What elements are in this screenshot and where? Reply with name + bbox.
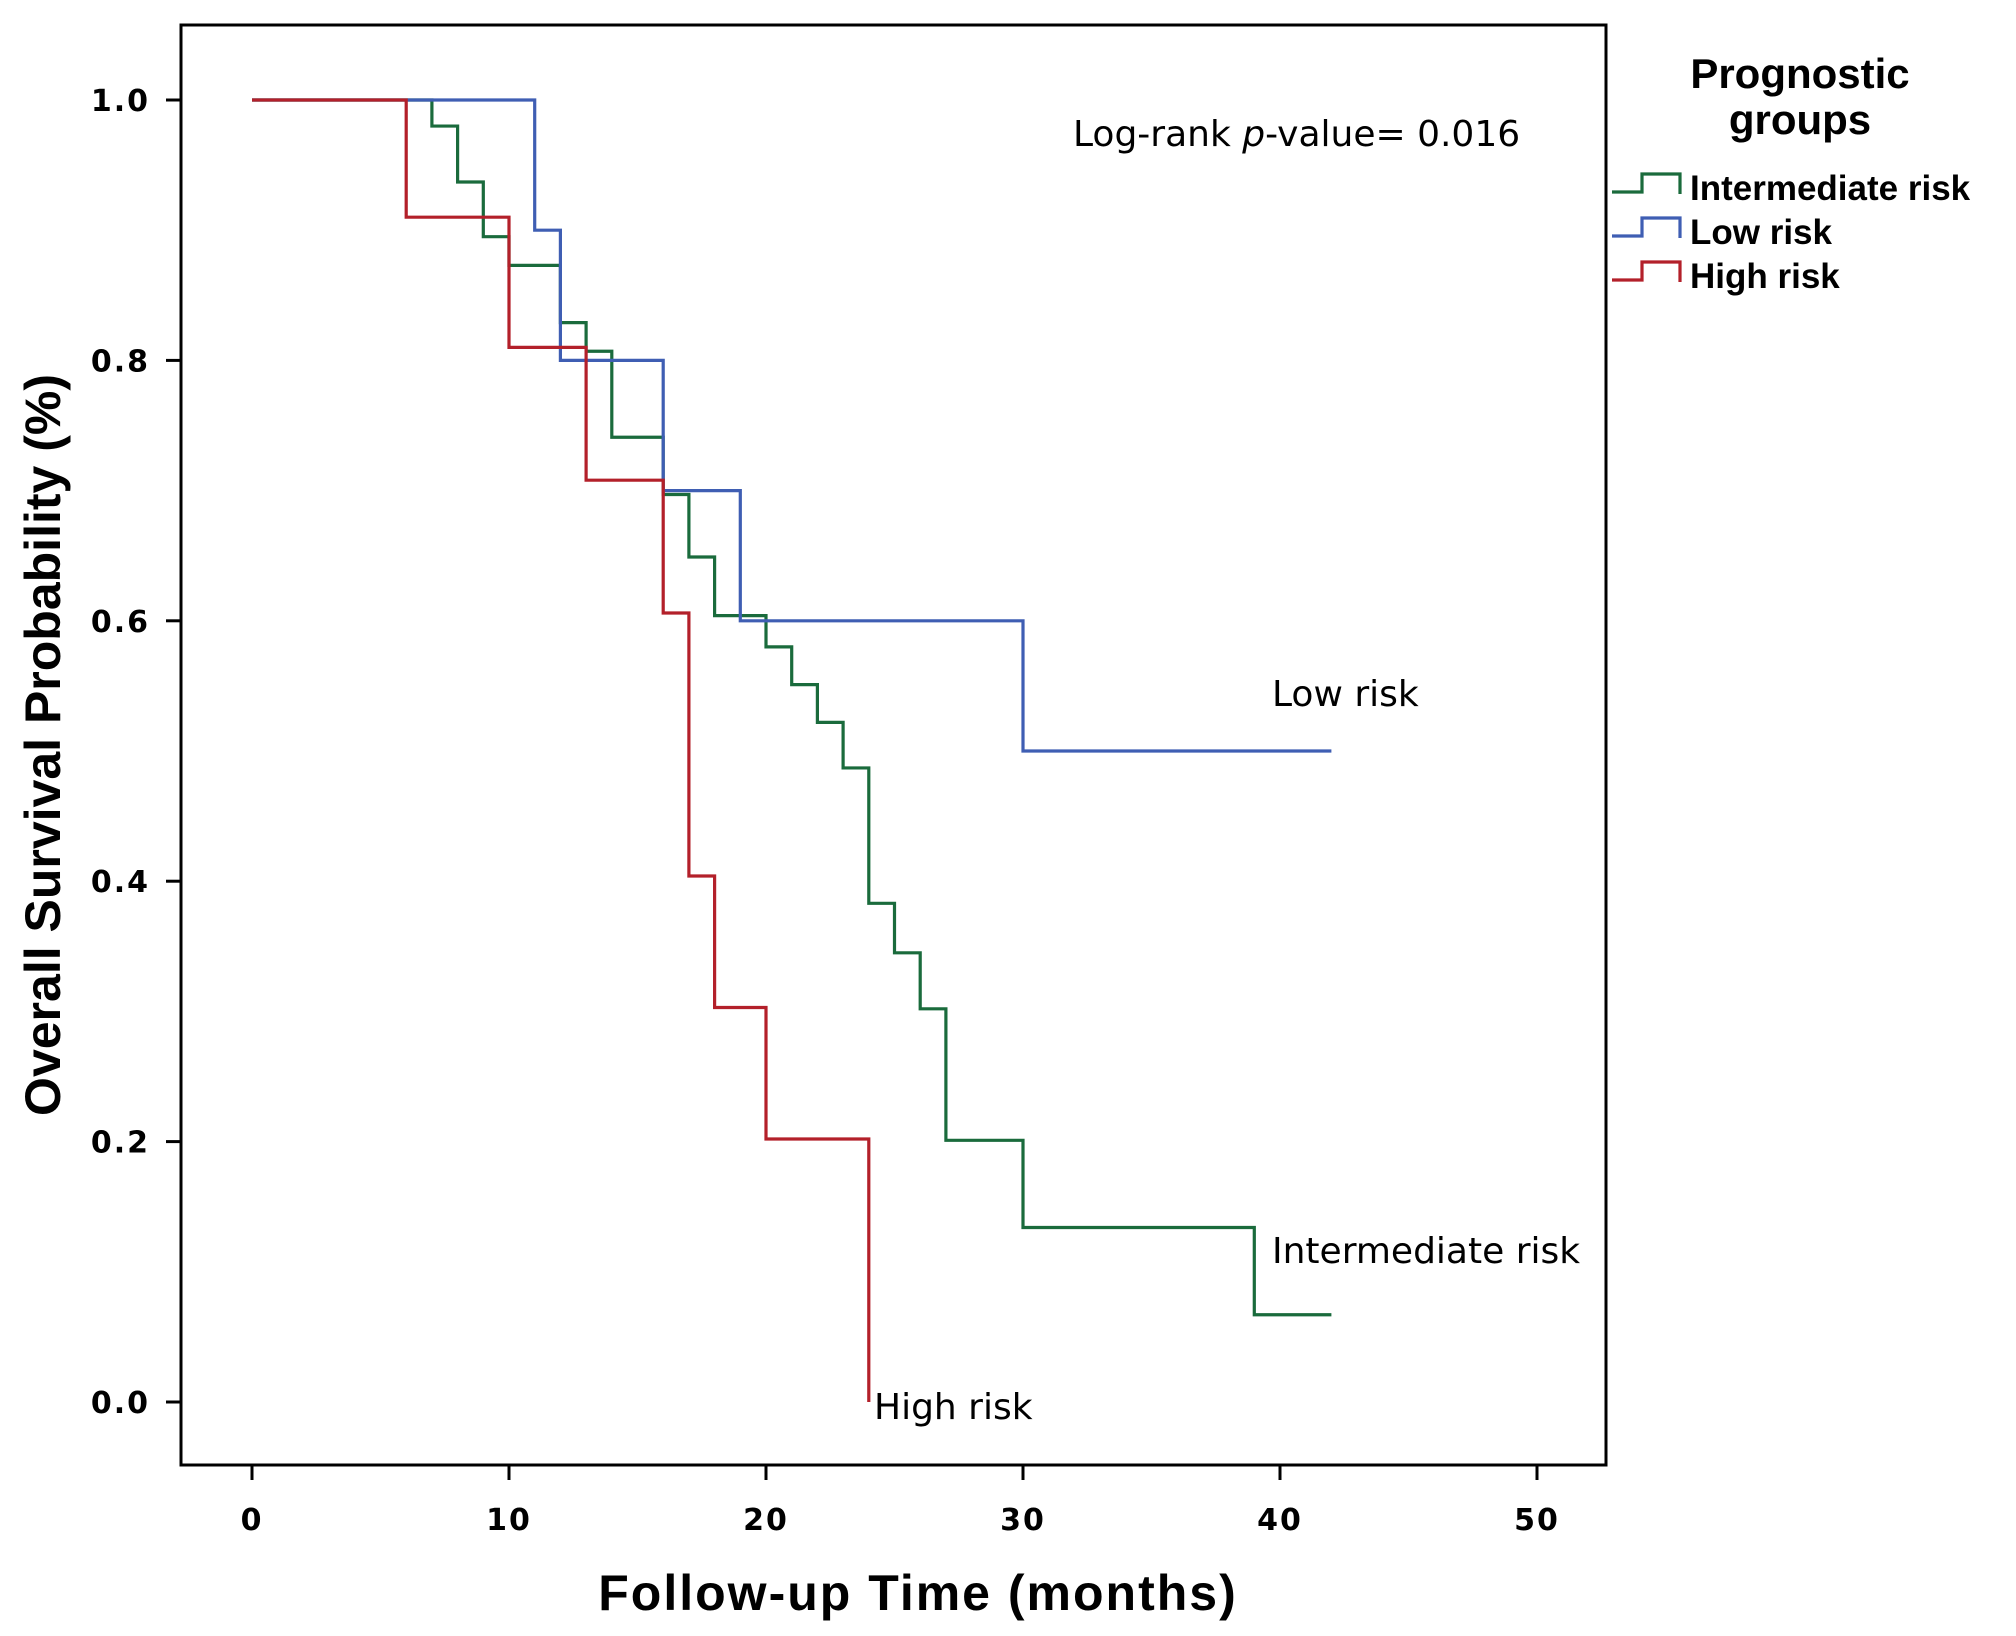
legend: Prognostic groups Intermediate risk Low r…: [1612, 50, 1971, 296]
legend-label-intermediate-risk: Intermediate risk: [1690, 169, 1971, 208]
end-label-low-risk: Low risk: [1272, 674, 1419, 715]
y-axis: 0.0 0.2 0.4 0.6 0.8 1.0: [91, 84, 181, 1421]
legend-title-line2: groups: [1729, 96, 1871, 143]
x-tick-label-50: 50: [1514, 1503, 1560, 1538]
series-layer: [252, 98, 1332, 1402]
end-label-high-risk: High risk: [874, 1387, 1033, 1428]
legend-swatch-intermediate-risk: [1612, 172, 1682, 194]
y-axis-title: Overall Survival Probability (%): [15, 374, 71, 1116]
series-line-low-risk: [252, 98, 1332, 753]
series-line-high-risk: [252, 98, 871, 1402]
x-tick-label-10: 10: [486, 1503, 532, 1538]
y-tick-label-0.0: 0.0: [91, 1386, 150, 1421]
pvalue-annotation: Log-rank p-value= 0.016: [1073, 114, 1520, 155]
end-labels: Intermediate risk Low risk High risk: [874, 674, 1580, 1428]
legend-items: Intermediate risk Low risk High risk: [1612, 169, 1971, 296]
x-tick-label-0: 0: [241, 1503, 264, 1538]
y-tick-label-0.8: 0.8: [91, 344, 150, 379]
legend-label-low-risk: Low risk: [1690, 213, 1833, 252]
x-tick-label-40: 40: [1257, 1503, 1303, 1538]
x-tick-label-30: 30: [1000, 1503, 1046, 1538]
legend-swatch-low-risk: [1612, 216, 1682, 238]
legend-label-high-risk: High risk: [1690, 257, 1840, 296]
y-tick-label-0.2: 0.2: [91, 1126, 150, 1161]
x-axis-title: Follow-up Time (months): [598, 1565, 1237, 1621]
series-line-intermediate-risk: [252, 98, 1332, 1317]
end-label-intermediate-risk: Intermediate risk: [1272, 1231, 1580, 1272]
x-tick-label-20: 20: [743, 1503, 789, 1538]
plot-frame: [179, 23, 1608, 1467]
y-tick-label-0.6: 0.6: [91, 605, 150, 640]
legend-swatch-high-risk: [1612, 260, 1682, 282]
y-tick-label-0.4: 0.4: [91, 865, 150, 900]
legend-title-line1: Prognostic: [1690, 50, 1909, 97]
y-tick-label-1.0: 1.0: [91, 84, 150, 119]
x-axis: 0 10 20 30 40 50: [241, 1465, 1560, 1538]
